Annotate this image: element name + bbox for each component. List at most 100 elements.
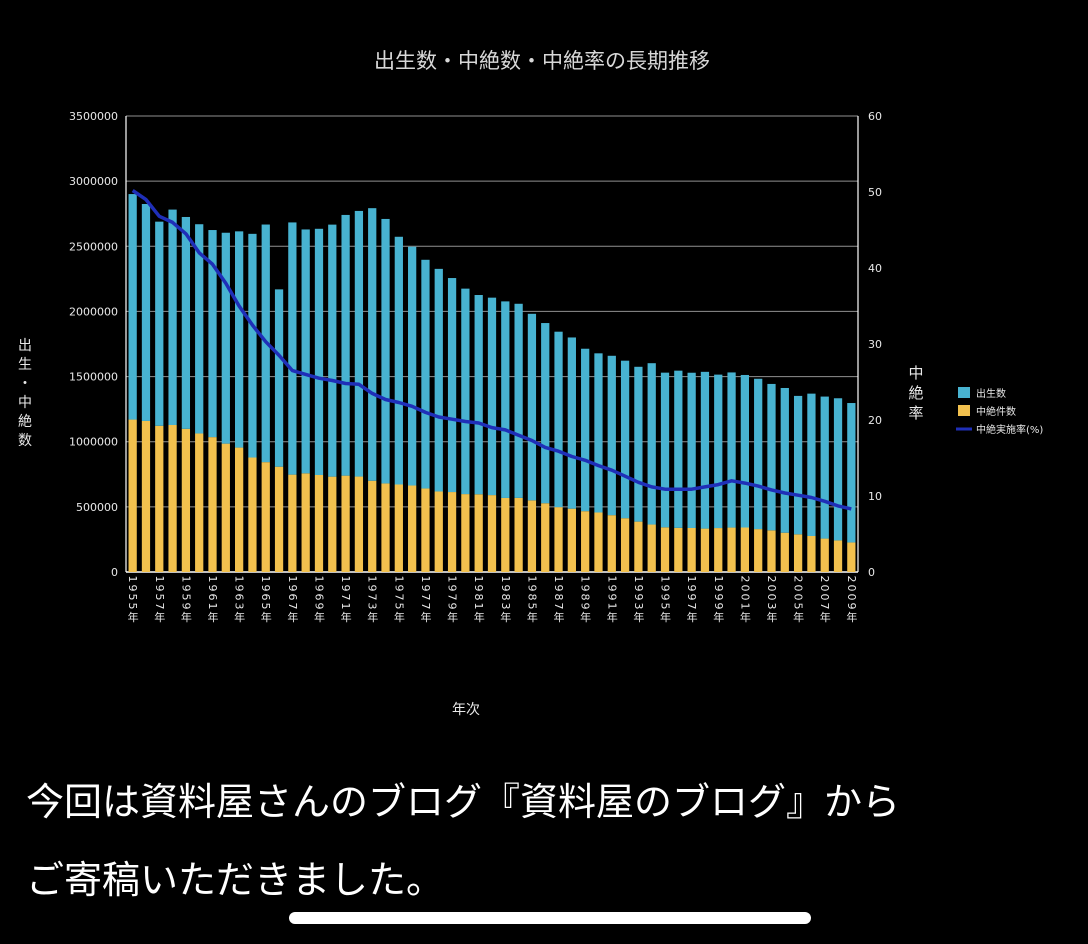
legend-swatch <box>958 405 970 416</box>
bar-births <box>660 372 670 528</box>
bar-abortions <box>274 466 284 572</box>
bar-births <box>421 259 430 489</box>
y2-axis-label-char: 絶 <box>908 384 923 402</box>
bar-births <box>301 229 310 474</box>
x-axis-ticks: 1955年 1957年 1959年 1961年 1963年 1965年 1967年 1969年… <box>126 576 858 625</box>
bar-abortions <box>341 475 350 572</box>
y-tick-label: 3500000 <box>69 110 118 123</box>
bar-births <box>447 278 457 493</box>
bar-births <box>474 295 483 495</box>
bar-abortions <box>847 542 856 572</box>
bar-abortions <box>208 437 217 572</box>
y2-tick-label: 0 <box>868 566 875 579</box>
bar-abortions <box>261 462 270 572</box>
bar-abortions <box>634 521 643 572</box>
x-tick-label: 2005年 <box>792 576 805 625</box>
bar-births <box>128 194 137 420</box>
bar-births <box>235 231 244 448</box>
bar-abortions <box>501 497 510 572</box>
caption-line-1: 今回は資料屋さんのブログ『資料屋のブログ』から <box>26 780 901 824</box>
bar-births <box>833 398 843 541</box>
x-tick-label: 2003年 <box>765 576 778 625</box>
bar-births <box>381 218 390 484</box>
bar-births <box>767 383 776 531</box>
bar-abortions <box>195 433 204 572</box>
bar-births <box>487 297 497 496</box>
rate-line-group <box>131 189 852 511</box>
bar-abortions <box>620 518 630 572</box>
bar-births <box>527 313 537 501</box>
chart-title: 出生数・中絶数・中絶率の長期推移 <box>374 49 710 73</box>
bar-births <box>793 395 803 535</box>
x-tick-label: 1997年 <box>685 576 698 625</box>
x-tick-label: 1965年 <box>259 576 272 625</box>
bar-births <box>288 222 297 475</box>
bar-births <box>820 396 829 539</box>
home-indicator[interactable] <box>289 912 811 924</box>
x-tick-label: 1991年 <box>605 576 618 625</box>
y2-tick-label: 60 <box>868 110 882 123</box>
y2-axis-label: 中絶率 <box>908 364 923 422</box>
bar-abortions <box>514 497 523 572</box>
x-tick-label: 1969年 <box>312 576 325 625</box>
bar-abortions <box>687 527 696 572</box>
y-tick-label: 1000000 <box>69 436 118 449</box>
y2-tick-label: 40 <box>868 262 882 275</box>
x-tick-label: 1961年 <box>206 576 219 625</box>
bar-births <box>394 236 403 485</box>
bar-abortions <box>354 476 364 572</box>
y-axis-label-char: 生 <box>18 357 32 373</box>
bar-births <box>607 355 616 516</box>
bar-births <box>274 289 284 467</box>
bar-births <box>341 214 350 476</box>
bars <box>128 194 856 572</box>
x-tick-label: 1985年 <box>525 576 538 625</box>
bar-abortions <box>461 494 470 572</box>
bar-abortions <box>394 484 403 572</box>
y-axis-left-ticks: 0 500000 1000000 1500000 2000000 2500000 30000… <box>69 110 118 579</box>
bar-births <box>208 230 217 438</box>
bar-abortions <box>647 524 656 572</box>
bar-abortions <box>314 475 324 572</box>
bar-births <box>514 303 523 498</box>
x-tick-label: 1955年 <box>126 576 139 625</box>
x-tick-label: 1989年 <box>579 576 592 625</box>
bar-abortions <box>381 483 390 572</box>
y-axis-label-char: 数 <box>18 433 32 449</box>
y-axis-label-char: 絶 <box>18 414 32 430</box>
y-axis-label: 出生・中絶数 <box>18 338 32 449</box>
bar-births <box>554 331 563 508</box>
x-tick-label: 1999年 <box>712 576 725 625</box>
bar-births <box>155 221 164 426</box>
y-tick-label: 2000000 <box>69 305 118 318</box>
bar-births <box>461 288 470 495</box>
x-tick-label: 1995年 <box>659 576 672 625</box>
bar-abortions <box>447 492 457 572</box>
y-axis-label-char: ・ <box>18 376 32 392</box>
bar-abortions <box>660 527 670 572</box>
legend-label: 中絶件数 <box>976 405 1016 418</box>
y-tick-label: 0 <box>111 566 118 579</box>
bar-abortions <box>408 485 417 572</box>
x-tick-label: 1981年 <box>472 576 485 625</box>
bar-abortions <box>607 515 616 572</box>
bar-abortions <box>527 500 537 572</box>
bar-abortions <box>368 480 377 572</box>
bar-abortions <box>820 538 829 572</box>
caption-line-2: ご寄稿いただきました。 <box>26 858 445 902</box>
bar-abortions <box>674 527 683 572</box>
bar-births <box>354 210 364 477</box>
legend-swatch <box>958 387 970 398</box>
x-tick-label: 1979年 <box>446 576 459 625</box>
bar-births <box>328 224 337 477</box>
y2-tick-label: 10 <box>868 490 882 503</box>
bar-births <box>780 387 789 533</box>
bar-abortions <box>541 503 550 572</box>
bar-births <box>674 370 683 528</box>
bar-abortions <box>581 511 590 572</box>
rate-line <box>131 189 852 511</box>
bar-births <box>700 371 710 529</box>
legend-label: 出生数 <box>976 387 1006 400</box>
bar-abortions <box>727 527 736 572</box>
